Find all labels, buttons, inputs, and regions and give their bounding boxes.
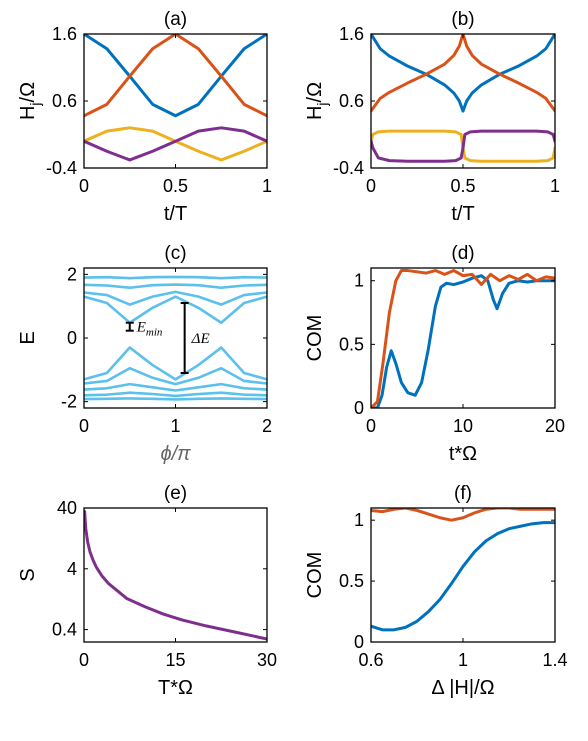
- series-line-lightblue: [84, 391, 267, 398]
- panel-title: (c): [164, 243, 186, 264]
- x-tick-label: 0: [79, 416, 89, 436]
- y-tick-label: 1: [354, 510, 364, 530]
- y-axis-label: COM: [304, 552, 326, 599]
- series-group: [84, 34, 267, 162]
- series-line-lightblue: [84, 295, 267, 325]
- x-tick-label: 30: [257, 650, 277, 670]
- series-group: [371, 269, 555, 408]
- x-axis-label: t/T: [164, 203, 187, 225]
- y-axis-label: COM: [304, 315, 326, 362]
- series-group: [84, 275, 267, 401]
- y-tick-label: -2: [61, 392, 77, 412]
- series-line-lightblue: [84, 397, 267, 401]
- panel-title: (d): [451, 243, 474, 264]
- chart-panel-d: 0 10 20 0 0.5 1 (d) t*Ω COM: [304, 243, 565, 465]
- y-tick-label: 0: [67, 328, 77, 348]
- y-tick-label: 0: [354, 398, 364, 418]
- x-tick-label: 0.5: [450, 176, 475, 196]
- y-tick-label: -0.4: [46, 158, 77, 178]
- y-axis-label: E: [17, 331, 39, 344]
- series-line-lightblue: [84, 290, 267, 306]
- series-line-orange: [371, 34, 555, 113]
- y-tick-label: 2: [67, 264, 77, 284]
- series-line-purple: [84, 126, 267, 162]
- x-axis-label: t/T: [451, 203, 474, 225]
- x-tick-label: 20: [545, 416, 565, 436]
- series-line-lightblue: [84, 283, 267, 290]
- series-line-blue: [371, 34, 555, 113]
- x-axis-label: T*Ω: [158, 677, 193, 699]
- x-tick-label: 0: [366, 416, 376, 436]
- y-tick-label: 0: [354, 632, 364, 652]
- x-tick-label: 10: [453, 416, 473, 436]
- x-tick-label: 0.6: [358, 650, 383, 670]
- series-line-lightblue: [84, 275, 267, 280]
- y-tick-label: 40: [57, 498, 77, 518]
- chart-panel-f: 0.6 1 1.4 0 0.5 1 (f) Δ |H|/Ω COM: [304, 483, 568, 699]
- y-tick-label: 1.6: [52, 24, 77, 44]
- x-tick-label: 2: [262, 416, 272, 436]
- x-tick-label: 0: [366, 176, 376, 196]
- chart-panel-e: 0 15 30 0.4 4 40 (e) T*Ω S: [17, 483, 277, 699]
- series-line-lightblue: [84, 346, 267, 381]
- chart-panel-a: 0 0.5 1 -0.4 0.6 1.6 (a) t/T Hj/Ω: [17, 9, 272, 225]
- y-tick-label: 0.6: [52, 91, 77, 111]
- y-tick-label: 0.4: [52, 620, 77, 640]
- series-group: [371, 508, 555, 632]
- x-tick-label: 0: [79, 176, 89, 196]
- x-tick-label: 1: [262, 176, 272, 196]
- series-line-lightblue: [84, 366, 267, 386]
- y-tick-label: 1.6: [339, 24, 364, 44]
- y-tick-label: 0.5: [339, 334, 364, 354]
- series-line-purple: [371, 129, 555, 163]
- series-group: [84, 510, 267, 641]
- axes-box: [370, 507, 556, 643]
- chart-panel-c: Emin ΔE0 1 2-202(c)ϕ/πE: [17, 243, 272, 465]
- y-tick-label: 4: [67, 559, 77, 579]
- panel-title: (e): [164, 483, 187, 504]
- series-line-purple: [84, 510, 267, 641]
- annotation-label: ΔE: [191, 331, 210, 347]
- x-tick-label: 0: [79, 650, 89, 670]
- x-tick-label: 1: [550, 176, 560, 196]
- y-axis-label: S: [17, 568, 39, 581]
- x-axis-label: Δ |H|/Ω: [431, 677, 494, 699]
- y-tick-label: 0.6: [339, 91, 364, 111]
- series-line-orange: [371, 269, 555, 408]
- series-line-blue: [84, 34, 267, 118]
- series-line-lightblue: [84, 382, 267, 392]
- y-axis-label: Hj/Ω: [17, 82, 43, 120]
- x-axis-label: ϕ/π: [160, 443, 191, 465]
- axes-box: [370, 267, 556, 409]
- x-axis-label: t*Ω: [449, 443, 477, 465]
- y-axis-label: Hj/Ω: [304, 82, 330, 120]
- y-tick-label: 0.5: [339, 571, 364, 591]
- panel-title: (b): [451, 9, 474, 30]
- y-tick-label: -0.4: [333, 158, 364, 178]
- series-group: [371, 34, 555, 163]
- x-tick-label: 1.4: [542, 650, 567, 670]
- panel-title: (f): [454, 483, 472, 504]
- annotation-label: Emin: [136, 320, 163, 339]
- y-tick-label: 1: [354, 271, 364, 291]
- chart-panel-b: 0 0.5 1 -0.4 0.6 1.6 (b) t/T Hj/Ω: [304, 9, 560, 225]
- x-tick-label: 15: [165, 650, 185, 670]
- series-line-yellow: [84, 126, 267, 162]
- x-tick-label: 0.5: [163, 176, 188, 196]
- series-line-blue: [371, 521, 555, 632]
- series-line-orange: [84, 34, 267, 118]
- axes-box: [83, 507, 268, 643]
- x-tick-label: 1: [170, 416, 180, 436]
- x-tick-label: 1: [458, 650, 468, 670]
- series-line-blue: [371, 274, 555, 408]
- panel-title: (a): [164, 9, 187, 30]
